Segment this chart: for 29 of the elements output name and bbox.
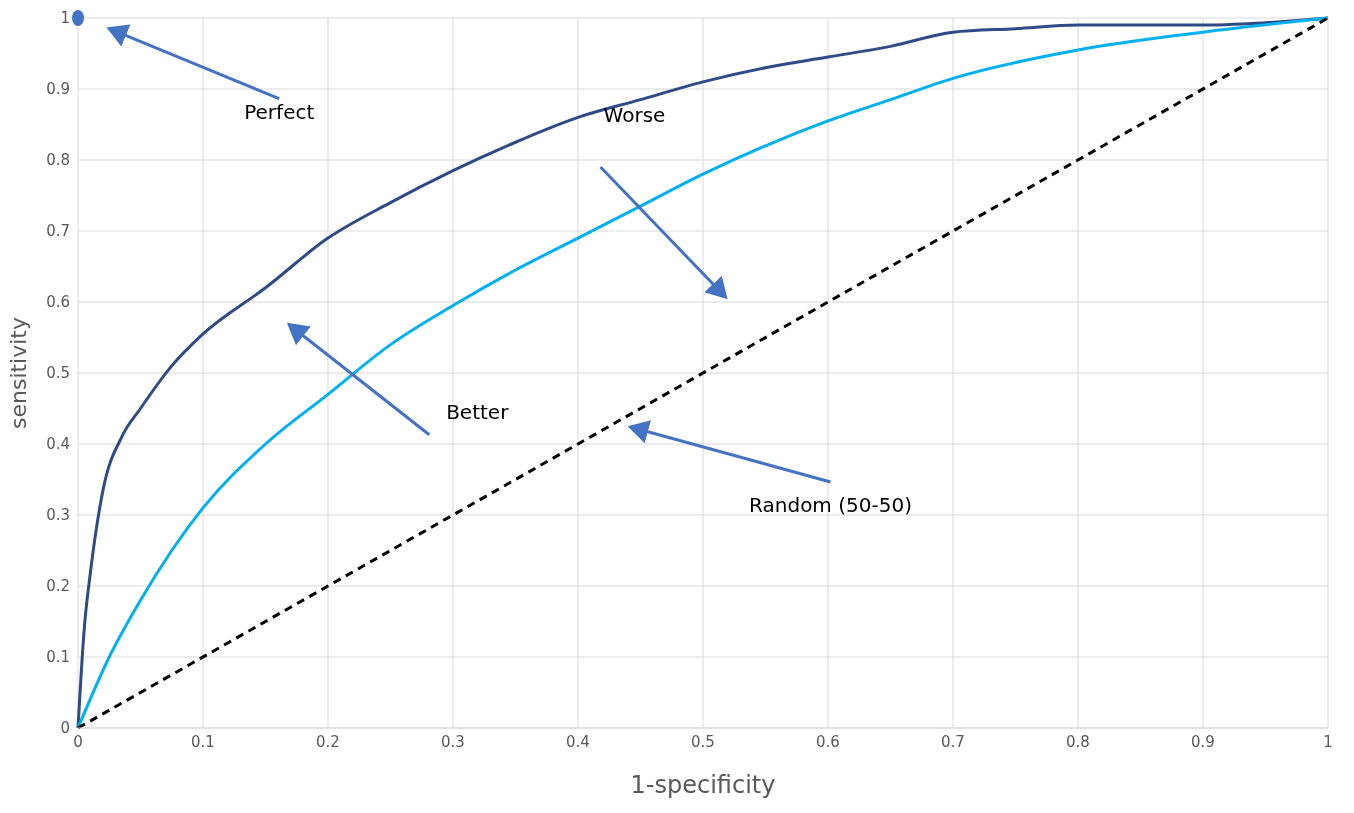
x-tick-label: 0.1 xyxy=(191,732,215,751)
x-tick-label: 0.2 xyxy=(316,732,340,751)
x-tick-label: 0.7 xyxy=(941,732,965,751)
x-tick-label: 1 xyxy=(1323,732,1333,751)
x-tick-label: 0.5 xyxy=(691,732,715,751)
y-tick-label: 0.2 xyxy=(46,577,70,596)
y-tick-label: 0.1 xyxy=(46,648,70,667)
y-tick-label: 0.7 xyxy=(46,222,70,241)
annotation: Better xyxy=(446,399,510,424)
x-tick-label: 0.3 xyxy=(441,732,465,751)
line-series xyxy=(76,16,1330,730)
y-tick-label: 0.6 xyxy=(46,293,70,312)
x-tick-label: 0.6 xyxy=(816,732,840,751)
x-axis-title: 1-specificity xyxy=(630,771,776,799)
x-tick-label: 0.4 xyxy=(566,732,590,751)
x-tick-label: 0.8 xyxy=(1066,732,1090,751)
annotation: Perfect xyxy=(244,99,315,124)
y-tick-label: 0.4 xyxy=(46,435,70,454)
x-tick-label: 0 xyxy=(73,732,83,751)
y-tick-label: 0.8 xyxy=(46,151,70,170)
annotation: Worse xyxy=(603,103,666,128)
x-tick-label: 0.9 xyxy=(1191,732,1215,751)
y-tick-label: 1 xyxy=(60,9,70,28)
y-tick-label: 0.5 xyxy=(46,364,70,383)
y-tick-label: 0 xyxy=(60,719,70,738)
y-tick-label: 0.9 xyxy=(46,80,70,99)
y-axis-title: sensitivity xyxy=(5,316,31,430)
annotation: Random (50-50) xyxy=(749,492,912,517)
y-tick-label: 0.3 xyxy=(46,506,70,525)
